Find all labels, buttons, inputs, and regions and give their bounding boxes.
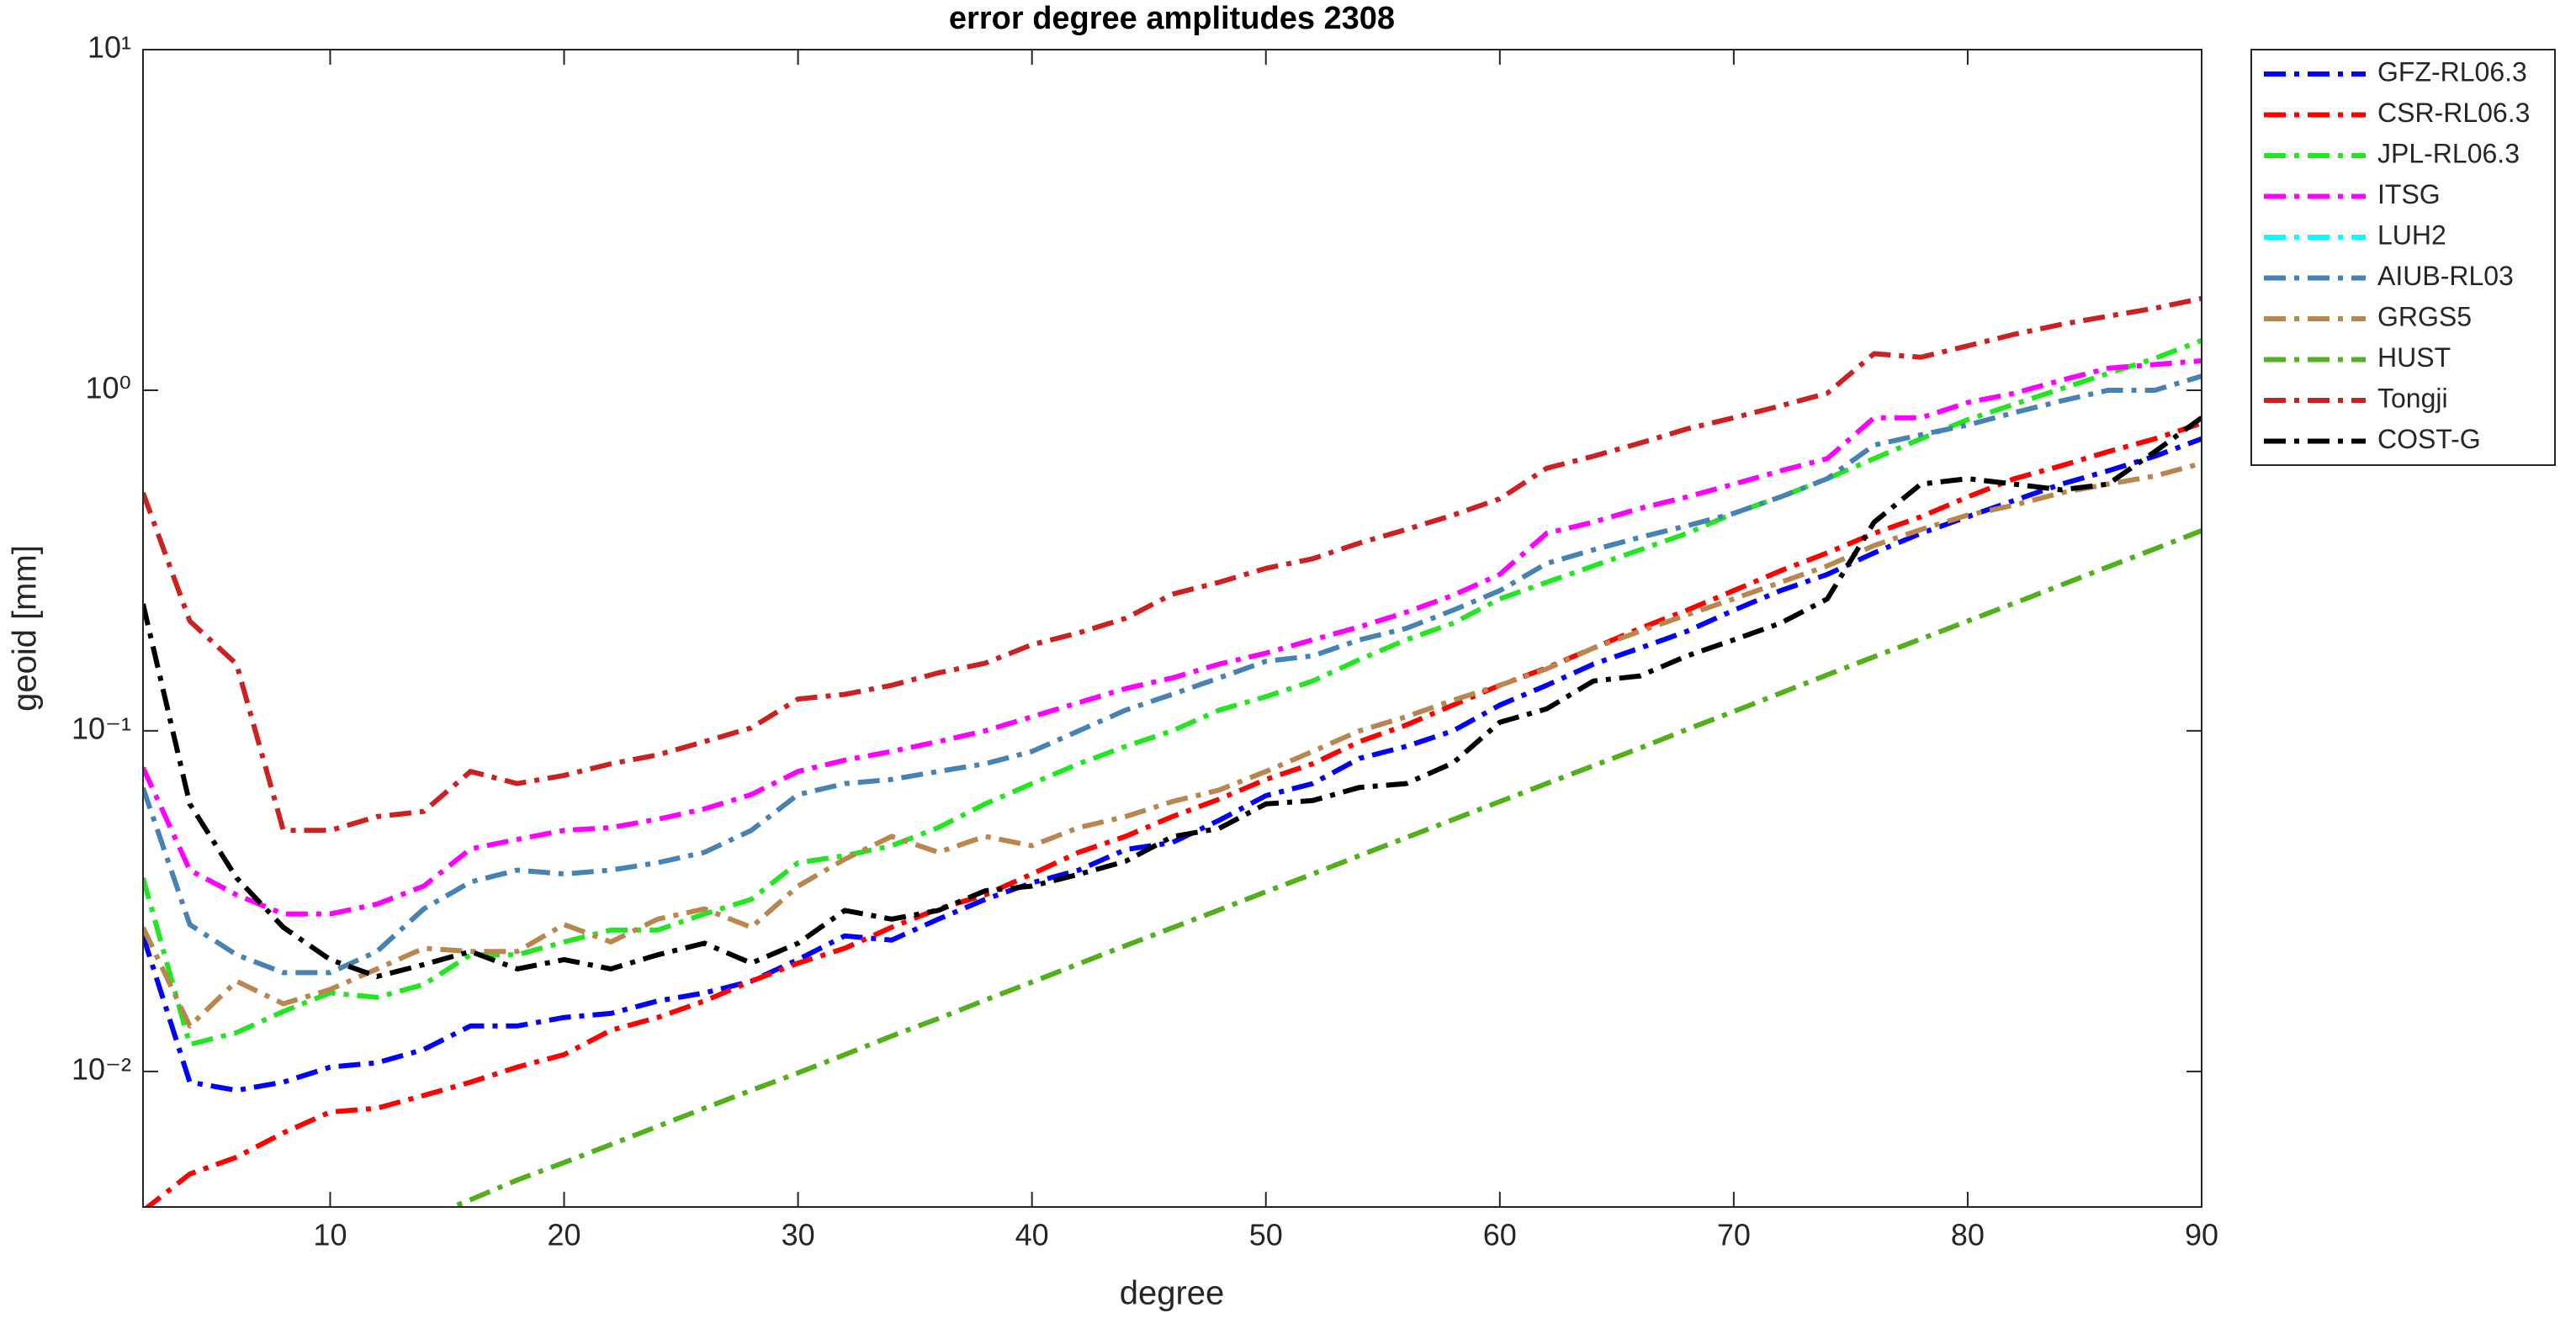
legend-label: JPL-RL06.3 (2377, 138, 2520, 168)
y-tick-label: 10⁻² (72, 1051, 131, 1086)
y-tick-label: 10¹ (87, 30, 131, 65)
x-tick-label: 20 (547, 1218, 580, 1252)
series-line (143, 416, 2202, 979)
x-tick-label: 30 (782, 1218, 815, 1252)
series-line (143, 461, 2202, 1029)
chart-title: error degree amplitudes 2308 (949, 1, 1395, 36)
x-tick-label: 90 (2185, 1218, 2218, 1252)
x-axis-label: degree (1120, 1275, 1225, 1312)
series-line (143, 373, 2202, 976)
legend-label: COST-G (2377, 424, 2481, 454)
x-tick-label: 40 (1015, 1218, 1049, 1252)
legend-label: Tongji (2377, 383, 2448, 413)
series-line (445, 528, 2202, 1207)
y-axis-label: geoid [mm] (7, 545, 44, 712)
x-tick-label: 60 (1483, 1218, 1517, 1252)
legend-label: GRGS5 (2377, 301, 2472, 331)
x-tick-label: 10 (313, 1218, 347, 1252)
legend-label: CSR-RL06.3 (2377, 98, 2530, 128)
x-tick-label: 50 (1249, 1218, 1283, 1252)
axes-box (142, 49, 2202, 1208)
series-line (143, 358, 2202, 917)
series-line (143, 421, 2202, 1207)
y-tick-label: 10⁰ (86, 370, 131, 405)
plot-lines (143, 295, 2202, 1207)
legend-label: GFZ-RL06.3 (2377, 56, 2527, 87)
series-line (143, 436, 2202, 1093)
x-tick-label: 80 (1951, 1218, 1985, 1252)
x-tick-label: 70 (1717, 1218, 1751, 1252)
legend-label: HUST (2377, 342, 2451, 373)
legend-label: AIUB-RL03 (2377, 261, 2514, 291)
legend-label: ITSG (2377, 179, 2441, 209)
legend-box (2250, 49, 2556, 466)
legend-label: LUH2 (2377, 220, 2446, 250)
y-tick-label: 10⁻¹ (72, 711, 131, 745)
